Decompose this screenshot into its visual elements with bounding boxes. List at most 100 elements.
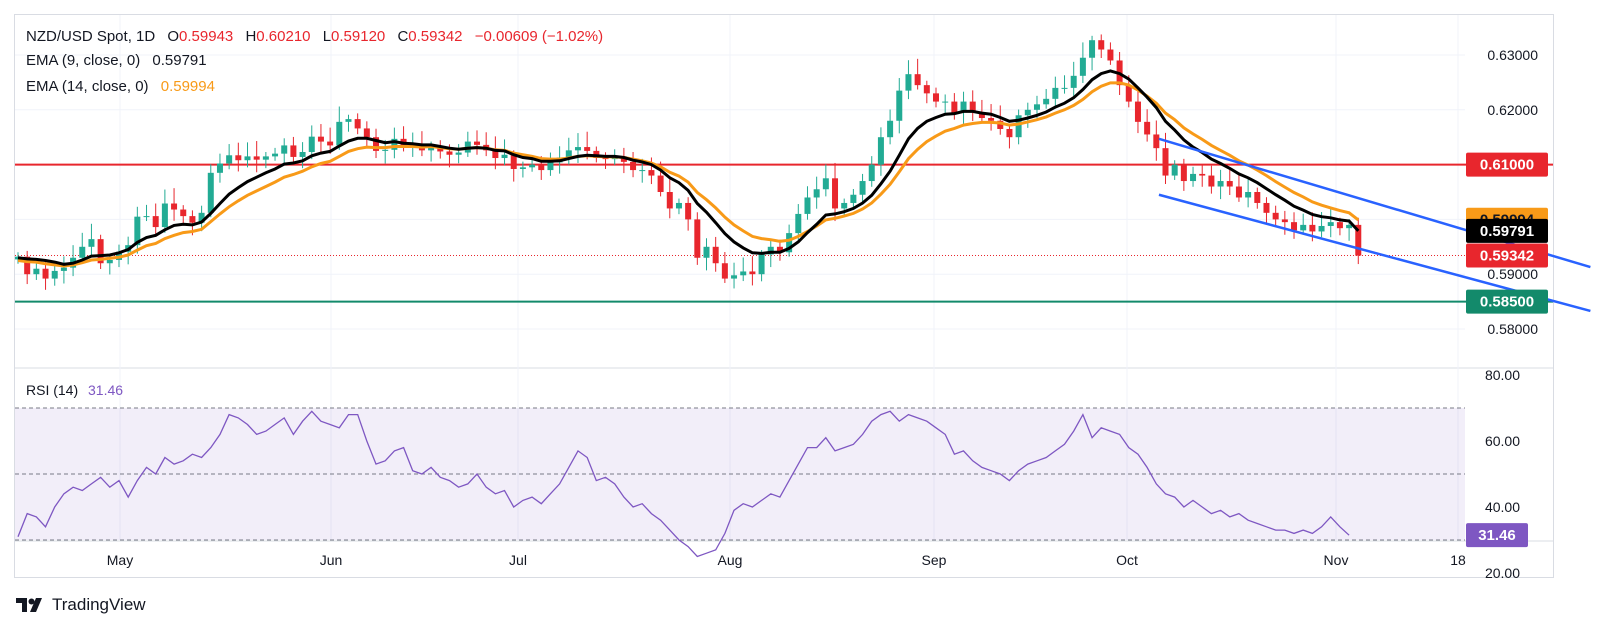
candle-body xyxy=(354,119,361,129)
ema14-legend[interactable]: EMA (14, close, 0) 0.59994 xyxy=(26,78,217,95)
candle-body xyxy=(657,175,664,192)
candle-body xyxy=(262,156,269,160)
high-label: H xyxy=(245,28,257,45)
low-value: 0.59120 xyxy=(331,28,386,45)
candle-body xyxy=(795,213,802,234)
candle-body xyxy=(1043,98,1050,105)
candle-body xyxy=(648,170,655,176)
rsi-value: 31.46 xyxy=(88,382,124,398)
candle-body xyxy=(877,137,884,165)
candle-body xyxy=(1318,225,1325,232)
candle-body xyxy=(336,121,343,146)
close-tag-label: 0.59342 xyxy=(1480,247,1534,264)
candle-body xyxy=(253,156,260,160)
candle-body xyxy=(1217,181,1224,187)
ema14-label: EMA (14, close, 0) xyxy=(26,78,149,95)
candle-body xyxy=(88,239,95,247)
price-tick-label: 0.62000 xyxy=(1487,102,1538,118)
ema14-line xyxy=(17,81,1360,268)
candle-body xyxy=(1254,192,1261,203)
candle-body xyxy=(749,271,756,275)
candle-body xyxy=(951,101,958,113)
candle-body xyxy=(988,118,995,121)
tradingview-logo[interactable]: TradingView xyxy=(16,595,146,615)
candle-body xyxy=(1162,148,1169,176)
candle-body xyxy=(474,141,480,145)
rsi-tick-label: 80.00 xyxy=(1485,367,1520,383)
candle-body xyxy=(620,156,627,162)
open-value: 0.59943 xyxy=(179,28,234,45)
candle-body xyxy=(776,246,783,253)
candle-body xyxy=(1107,49,1114,61)
candle-body xyxy=(345,119,352,122)
candle-body xyxy=(960,101,967,113)
ema9-value: 0.59791 xyxy=(152,52,207,69)
x-tick-label: Sep xyxy=(922,552,947,568)
candle-body xyxy=(308,136,315,152)
candle-body xyxy=(639,170,646,172)
candle-body xyxy=(933,93,939,102)
ema9-label: EMA (9, close, 0) xyxy=(26,52,141,69)
candle-body xyxy=(529,164,536,168)
rsi-legend[interactable]: RSI (14) 31.46 xyxy=(26,382,125,398)
symbol-label[interactable]: NZD/USD Spot, 1D xyxy=(26,28,156,45)
candle-body xyxy=(1015,115,1022,138)
open-label: O xyxy=(167,28,180,45)
chart-canvas[interactable]: May Jun Jul Aug Sep Oct Nov 18 0.63000 0.62000 0.5… xyxy=(0,0,1601,590)
candle-body xyxy=(33,268,40,275)
ema9-legend[interactable]: EMA (9, close, 0) 0.59791 xyxy=(26,52,209,69)
candle-body xyxy=(1153,134,1160,149)
candle-body xyxy=(721,263,728,279)
x-tick-label: 18 xyxy=(1450,552,1466,568)
candle-body xyxy=(969,101,976,113)
candle-body xyxy=(1125,85,1132,102)
candle-body xyxy=(703,246,710,258)
rsi-tick-label: 40.00 xyxy=(1485,499,1520,515)
candle-body xyxy=(887,120,894,138)
candle-body xyxy=(767,246,774,255)
candle-body xyxy=(1226,181,1233,187)
candle-body xyxy=(1134,101,1141,122)
candle-body xyxy=(1006,128,1013,138)
candle-body xyxy=(1309,224,1316,232)
candle-body xyxy=(1281,219,1288,223)
x-tick-label: Oct xyxy=(1116,552,1138,568)
candle-body xyxy=(731,275,738,279)
candle-body xyxy=(180,209,187,217)
rsi-label: RSI (14) xyxy=(26,382,79,398)
candle-body xyxy=(1355,224,1362,256)
candle-body xyxy=(1079,57,1086,76)
rsi-tick-label: 60.00 xyxy=(1485,433,1520,449)
candle-body xyxy=(740,271,747,276)
candle-body xyxy=(391,138,398,150)
rsi-tag-label: 31.46 xyxy=(1478,527,1516,544)
candle-body xyxy=(317,136,324,142)
candle-body xyxy=(850,194,857,203)
candle-body xyxy=(978,112,985,119)
candle-body xyxy=(1272,212,1279,220)
candle-body xyxy=(666,192,673,209)
low-label: L xyxy=(322,28,332,45)
candle-body xyxy=(1061,87,1068,89)
close-tag xyxy=(1466,243,1548,268)
candle-body xyxy=(896,90,903,121)
candle-body xyxy=(786,233,793,253)
candle-body xyxy=(905,74,912,91)
candle-body xyxy=(327,141,334,146)
candle-body xyxy=(1171,164,1178,176)
chart-frame xyxy=(14,14,1554,578)
candle-body xyxy=(832,178,839,209)
x-tick-label: May xyxy=(107,552,133,568)
candle-body xyxy=(813,189,820,198)
ema9-tag xyxy=(1466,218,1548,243)
close-label: C xyxy=(397,28,409,45)
candle-body xyxy=(804,197,811,214)
candle-body xyxy=(446,151,453,155)
candle-body xyxy=(1089,40,1096,58)
candle-body xyxy=(455,152,462,155)
candle-body xyxy=(290,145,297,157)
candle-body xyxy=(1024,109,1031,116)
candle-body xyxy=(1291,222,1298,231)
candle-body xyxy=(97,239,104,264)
candle-body xyxy=(134,216,141,246)
